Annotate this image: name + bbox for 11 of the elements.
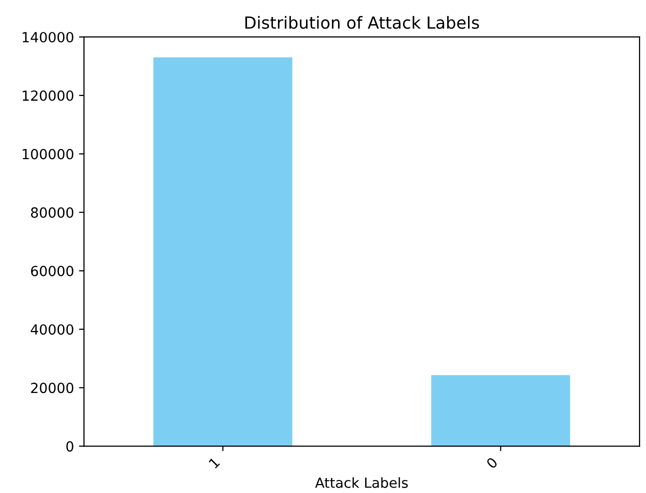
y-tick-label: 120000 xyxy=(22,90,74,101)
chart-title: Distribution of Attack Labels xyxy=(245,16,479,29)
x-axis-title: Attack Labels xyxy=(315,477,408,488)
y-tick-label: 140000 xyxy=(22,32,74,42)
x-tick-label: 1 xyxy=(208,457,220,469)
y-tick-label: 80000 xyxy=(31,207,74,218)
y-tick-label: 0 xyxy=(66,441,74,452)
y-tick-label: 40000 xyxy=(30,324,74,335)
y-tick-label: 100000 xyxy=(22,148,74,160)
y-tick-label: 20000 xyxy=(31,382,74,394)
y-tick-label: 60000 xyxy=(31,266,74,276)
